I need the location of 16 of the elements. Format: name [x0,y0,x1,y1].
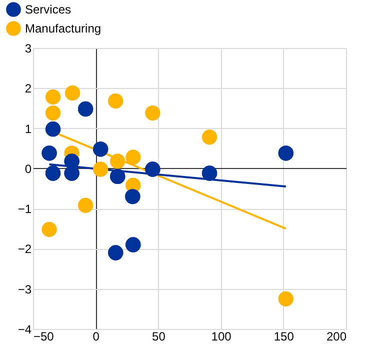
y-tick-label: 2 [24,82,32,96]
y-tick-label: 1 [24,122,32,136]
x-tick-label: −50 [34,330,54,344]
x-tick-label: 100 [211,330,232,344]
y-tick-label: −1 [18,202,32,216]
legend-label: Manufacturing [25,22,102,36]
x-tick-label: 150 [274,330,294,344]
y-tick-label: −3 [18,282,32,296]
x-tick-label: 0 [92,330,100,344]
legend-label: Services [25,2,72,16]
y-tick-label: 3 [24,42,32,56]
y-tick-label: 0 [24,162,32,176]
y-tick-label: −2 [18,242,32,256]
x-tick-label: 200 [326,330,347,344]
x-tick-label: 50 [152,330,166,344]
y-tick-label: −4 [18,322,32,336]
